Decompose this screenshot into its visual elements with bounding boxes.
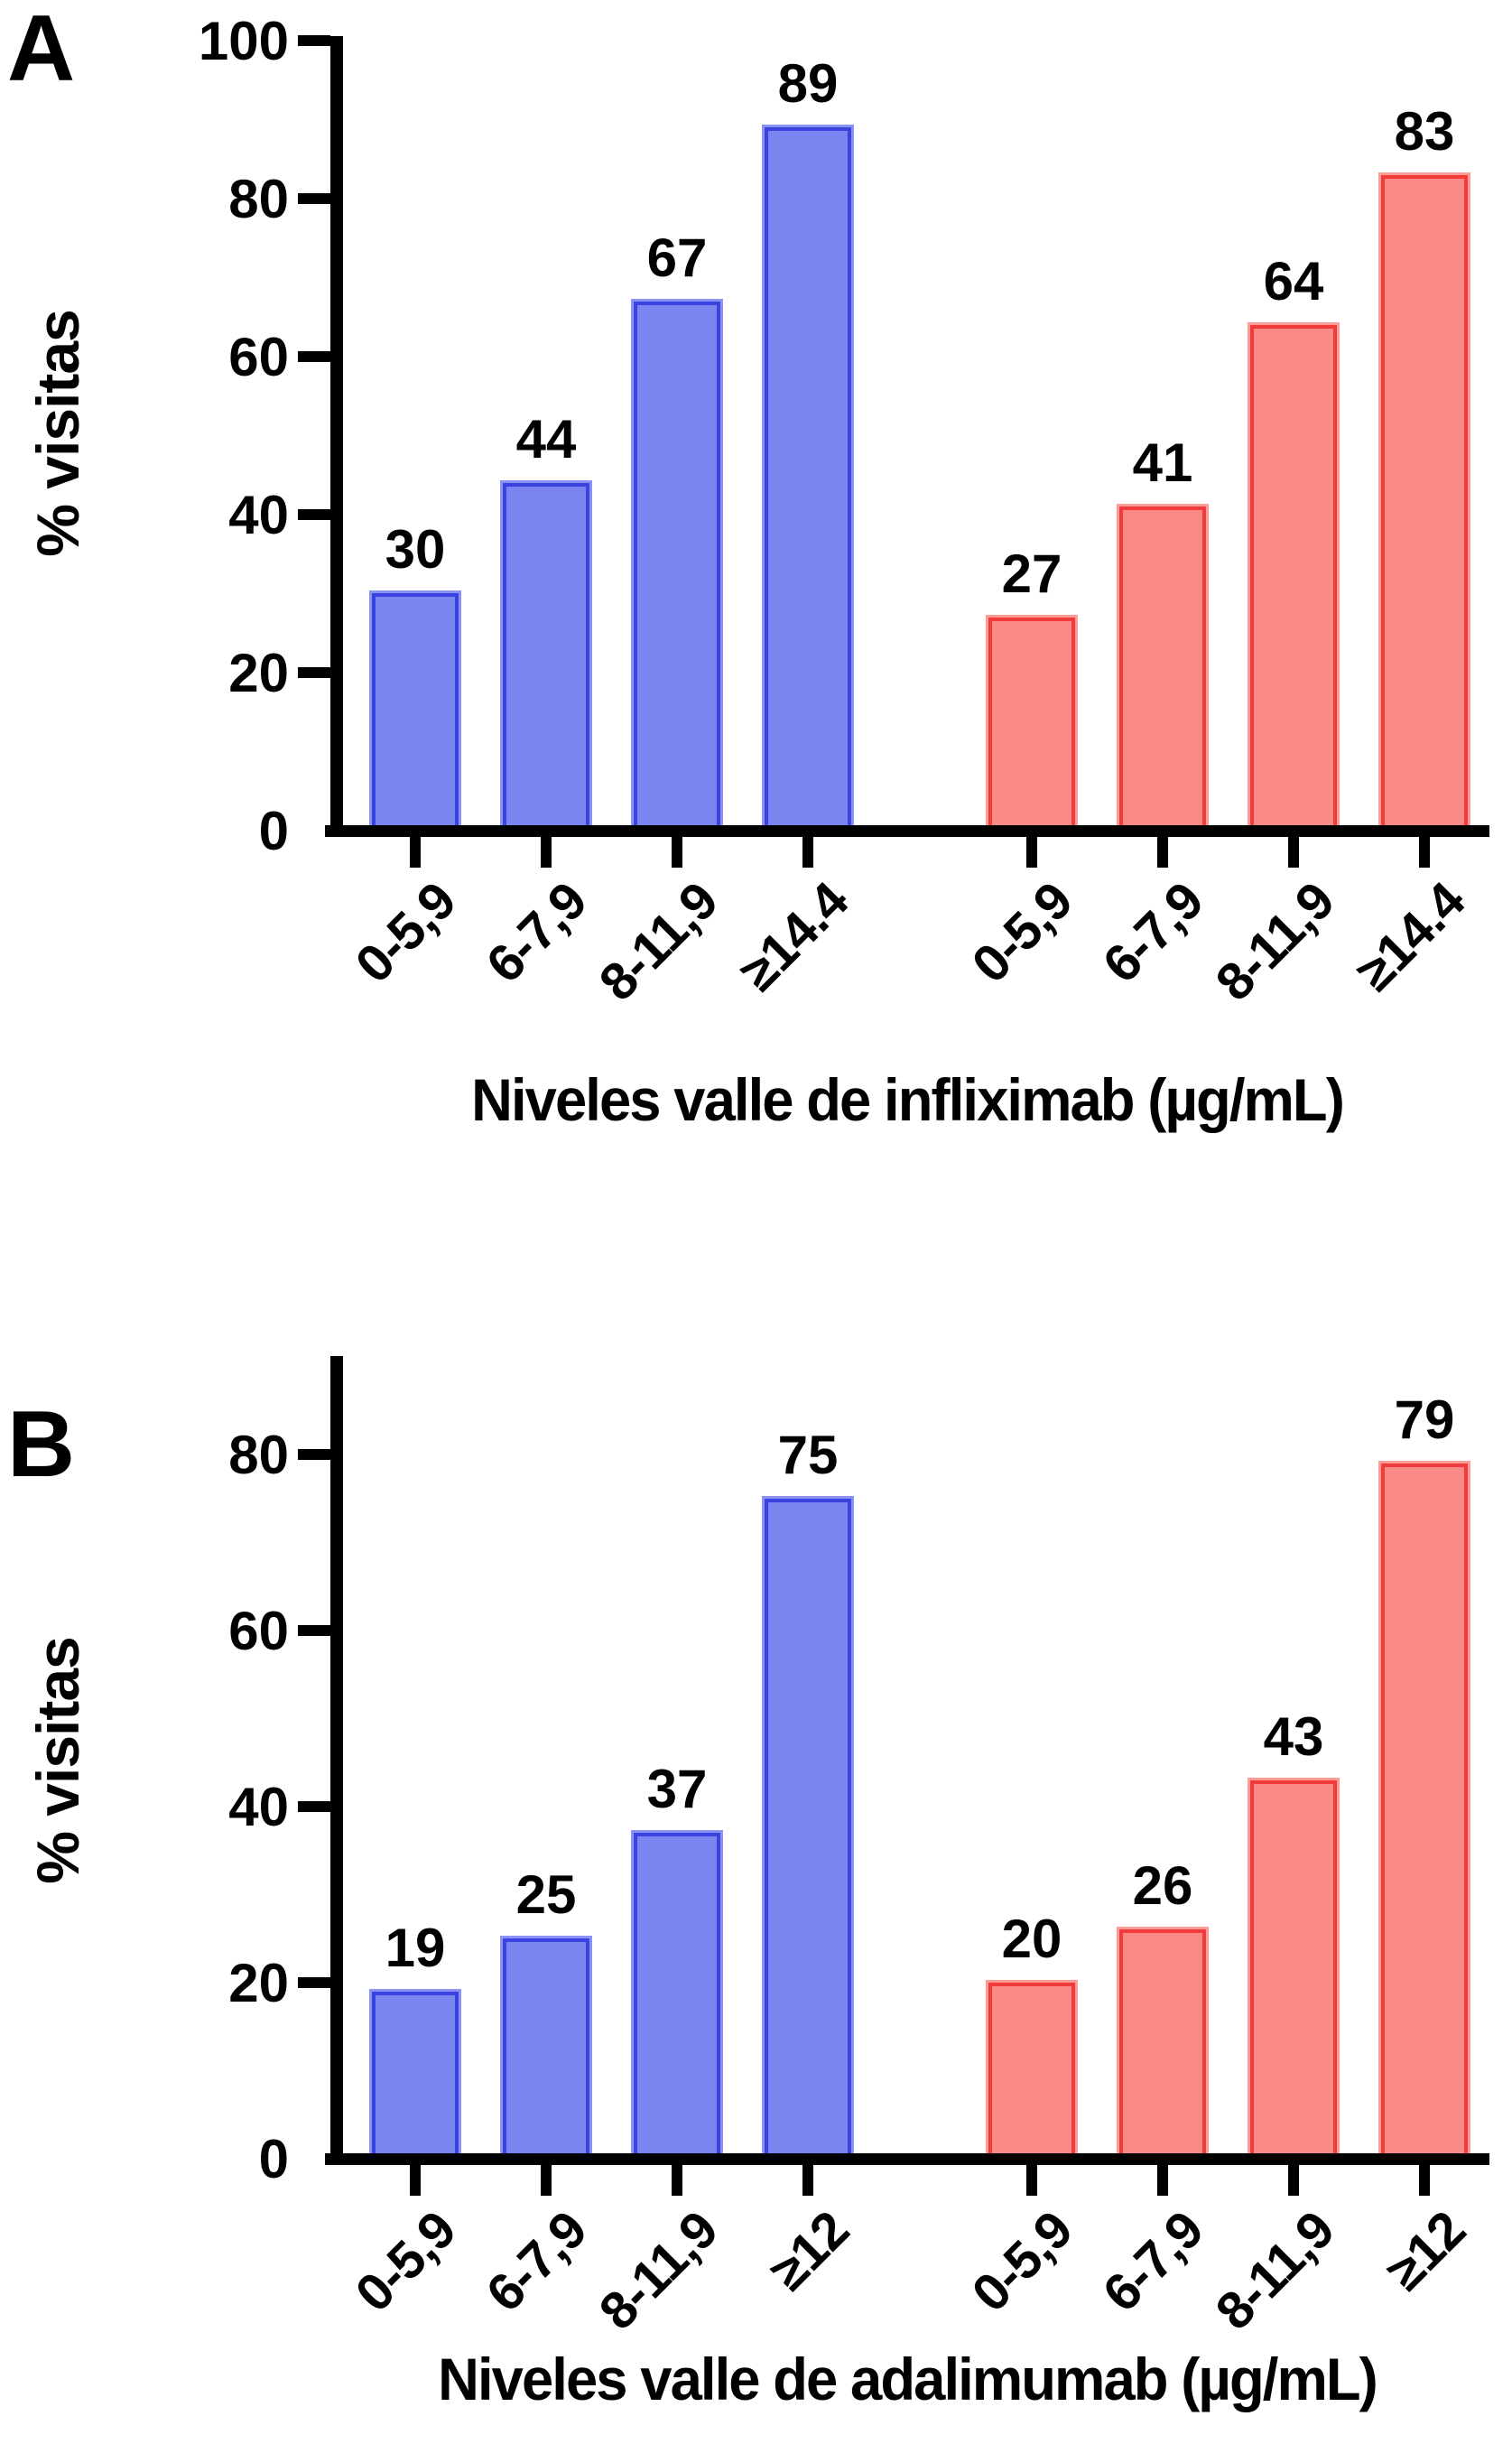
bar-value-label-a-red-group-1: 41 — [1132, 432, 1193, 493]
y-tick-label-b-0: 0 — [258, 2129, 289, 2189]
x-tick-label-b-1-0: 0-5,9 — [960, 2200, 1084, 2324]
y-axis-b — [330, 1356, 343, 2165]
y-tick-a-100 — [298, 35, 330, 46]
x-tick-a-0-3 — [802, 837, 813, 868]
y-tick-label-a-60: 60 — [228, 327, 289, 387]
bar-b-blue-group-≥12 — [762, 1496, 854, 2161]
y-tick-label-a-80: 80 — [228, 169, 289, 229]
bar-b-blue-group-0-5,9 — [369, 1989, 461, 2161]
panel-a-x-axis-title: Niveles valle de infliximab (µg/mL) — [471, 1066, 1345, 1133]
bar-b-blue-group-6-7,9 — [500, 1936, 592, 2161]
bar-value-label-b-blue-group-0: 19 — [385, 1918, 446, 1978]
bar-a-blue-group-6-7,9 — [500, 480, 592, 833]
x-tick-a-1-2 — [1288, 837, 1299, 868]
x-tick-label-b-0-3: ≥12 — [758, 2200, 860, 2302]
panel-b-x-axis-title: Niveles valle de adalimumab (µg/mL) — [438, 2346, 1378, 2412]
bar-a-red-group-≥14.4 — [1378, 172, 1470, 833]
x-tick-b-0-2 — [672, 2165, 682, 2196]
bar-value-label-b-blue-group-2: 37 — [646, 1759, 708, 1819]
x-tick-a-0-2 — [672, 837, 682, 868]
bar-a-red-group-6-7,9 — [1117, 504, 1209, 833]
x-tick-a-1-3 — [1419, 837, 1430, 868]
x-tick-b-1-3 — [1419, 2165, 1430, 2196]
y-tick-label-b-80: 80 — [228, 1425, 289, 1485]
y-tick-a-80 — [298, 193, 330, 204]
x-axis-a — [325, 825, 1489, 837]
x-tick-label-b-1-3: ≥12 — [1375, 2200, 1477, 2302]
bar-b-red-group-≥12 — [1378, 1461, 1470, 2161]
x-tick-label-a-0-1: 6-7,9 — [475, 871, 598, 995]
x-tick-label-a-0-2: 8-11,9 — [588, 871, 729, 1012]
x-tick-a-1-0 — [1026, 837, 1037, 868]
panel-b-label: B — [7, 1392, 76, 1497]
y-tick-b-20 — [298, 1977, 330, 1988]
bar-b-red-group-8-11,9 — [1248, 1778, 1340, 2161]
bar-value-label-b-blue-group-1: 25 — [515, 1864, 577, 1925]
y-tick-label-a-20: 20 — [228, 643, 289, 703]
panel-b-y-axis-title: % visitas — [24, 1637, 91, 1884]
x-tick-b-1-2 — [1288, 2165, 1299, 2196]
bar-a-blue-group-0-5,9 — [369, 590, 461, 833]
x-tick-label-b-1-1: 6-7,9 — [1091, 2200, 1215, 2324]
y-tick-a-60 — [298, 351, 330, 362]
bar-a-blue-group-8-11,9 — [631, 299, 723, 833]
y-tick-b-60 — [298, 1625, 330, 1636]
bar-value-label-b-red-group-3: 79 — [1394, 1389, 1455, 1450]
x-tick-b-1-0 — [1026, 2165, 1037, 2196]
bar-value-label-a-blue-group-3: 89 — [777, 53, 839, 114]
bar-value-label-b-red-group-0: 20 — [1001, 1909, 1062, 1969]
x-tick-label-a-0-0: 0-5,9 — [344, 871, 468, 995]
y-tick-label-a-0: 0 — [258, 801, 289, 861]
panel-a-label: A — [7, 0, 76, 101]
y-axis-a — [330, 36, 343, 837]
x-tick-a-0-0 — [410, 837, 421, 868]
y-tick-b-80 — [298, 1449, 330, 1460]
y-tick-b-40 — [298, 1801, 330, 1812]
x-tick-label-a-0-3: ≥14.4 — [728, 871, 860, 1002]
x-tick-b-1-1 — [1157, 2165, 1168, 2196]
x-tick-a-0-1 — [541, 837, 552, 868]
bar-value-label-a-blue-group-1: 44 — [515, 409, 577, 469]
x-tick-b-0-3 — [802, 2165, 813, 2196]
x-tick-label-b-1-2: 8-11,9 — [1204, 2200, 1346, 2341]
bar-value-label-a-blue-group-0: 30 — [385, 519, 446, 580]
x-tick-label-b-0-0: 0-5,9 — [344, 2200, 468, 2324]
x-tick-label-b-0-1: 6-7,9 — [475, 2200, 598, 2324]
bar-value-label-b-red-group-2: 43 — [1263, 1706, 1324, 1767]
panel-a-y-axis-title: % visitas — [24, 310, 91, 557]
bar-a-blue-group-≥14.4 — [762, 125, 854, 833]
y-tick-a-20 — [298, 667, 330, 678]
y-tick-label-b-40: 40 — [228, 1777, 289, 1837]
bar-value-label-a-red-group-3: 83 — [1394, 101, 1455, 162]
bar-b-blue-group-8-11,9 — [631, 1830, 723, 2161]
x-tick-label-a-1-1: 6-7,9 — [1091, 871, 1215, 995]
bar-value-label-a-blue-group-2: 67 — [646, 228, 708, 288]
bar-value-label-b-blue-group-3: 75 — [777, 1425, 839, 1485]
x-tick-label-a-1-0: 0-5,9 — [960, 871, 1084, 995]
y-tick-label-b-20: 20 — [228, 1953, 289, 2013]
x-tick-label-b-0-2: 8-11,9 — [588, 2200, 729, 2341]
y-tick-label-a-100: 100 — [198, 11, 289, 71]
bar-a-red-group-8-11,9 — [1248, 322, 1340, 833]
y-tick-label-b-60: 60 — [228, 1601, 289, 1661]
y-tick-label-a-40: 40 — [228, 485, 289, 545]
bar-b-red-group-6-7,9 — [1117, 1927, 1209, 2161]
bar-value-label-a-red-group-2: 64 — [1263, 251, 1324, 311]
x-tick-b-0-1 — [541, 2165, 552, 2196]
y-tick-a-40 — [298, 509, 330, 520]
bar-value-label-b-red-group-1: 26 — [1132, 1855, 1193, 1916]
x-tick-a-1-1 — [1157, 837, 1168, 868]
bar-b-red-group-0-5,9 — [986, 1980, 1078, 2161]
bar-value-label-a-red-group-0: 27 — [1001, 544, 1062, 604]
x-tick-b-0-0 — [410, 2165, 421, 2196]
x-axis-b — [325, 2153, 1489, 2165]
bar-a-red-group-0-5,9 — [986, 615, 1078, 833]
x-tick-label-a-1-3: ≥14.4 — [1345, 871, 1477, 1002]
x-tick-label-a-1-2: 8-11,9 — [1204, 871, 1346, 1012]
